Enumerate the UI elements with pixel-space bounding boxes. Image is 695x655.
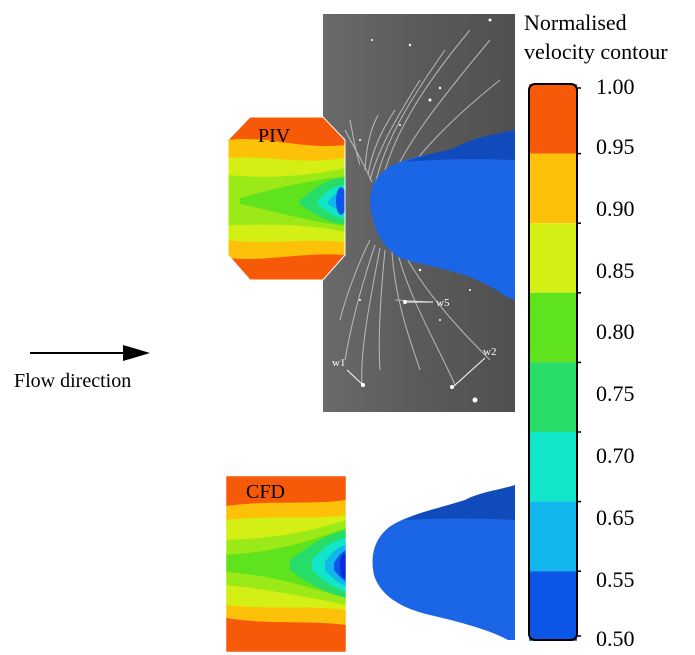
wake-marker-w1: w1	[332, 357, 345, 369]
colorbar	[528, 83, 581, 641]
colorbar-tick-label: 0.75	[596, 381, 635, 406]
colorbar-tick-label: 0.55	[596, 567, 635, 592]
colorbar-tick-label: 1.00	[596, 74, 635, 99]
colorbar-title-line1: Normalised	[524, 10, 627, 35]
colorbar-band-3	[529, 223, 577, 293]
colorbar-band-8	[529, 571, 577, 641]
colorbar-band-5	[529, 362, 577, 432]
colorbar-tick-label: 0.95	[596, 134, 635, 159]
colorbar-tick-label: 0.50	[596, 626, 635, 651]
colorbar-title-line2: velocity contour	[524, 39, 668, 64]
particle-streaks	[339, 29, 501, 386]
colorbar-tick-label: 0.90	[596, 196, 635, 221]
colorbar-tick-label: 0.70	[596, 443, 635, 468]
cfd-contour	[226, 476, 346, 652]
flow-direction-label: Flow direction	[14, 370, 132, 392]
colorbar-tick-label: 0.85	[596, 258, 635, 283]
piv-contour-border	[227, 116, 346, 281]
piv-label: PIV	[258, 125, 291, 147]
cfd-label: CFD	[246, 481, 285, 503]
piv-nose-shape	[370, 130, 515, 300]
colorbar-tick-label: 0.65	[596, 505, 635, 530]
colorbar-band-7	[529, 501, 577, 572]
colorbar-band-4	[529, 292, 577, 363]
colorbar-tick-label: 0.80	[596, 319, 635, 344]
colorbar-band-1	[529, 84, 577, 154]
wake-marker-w2: w2	[483, 346, 496, 358]
cfd-nose-shape	[372, 485, 515, 640]
piv-contour	[228, 117, 345, 280]
wake-markers	[346, 301, 486, 387]
colorbar-band-6	[529, 432, 577, 502]
colorbar-band-2	[529, 153, 577, 224]
flow-arrow	[30, 345, 150, 361]
wake-marker-w5: w5	[436, 297, 450, 309]
